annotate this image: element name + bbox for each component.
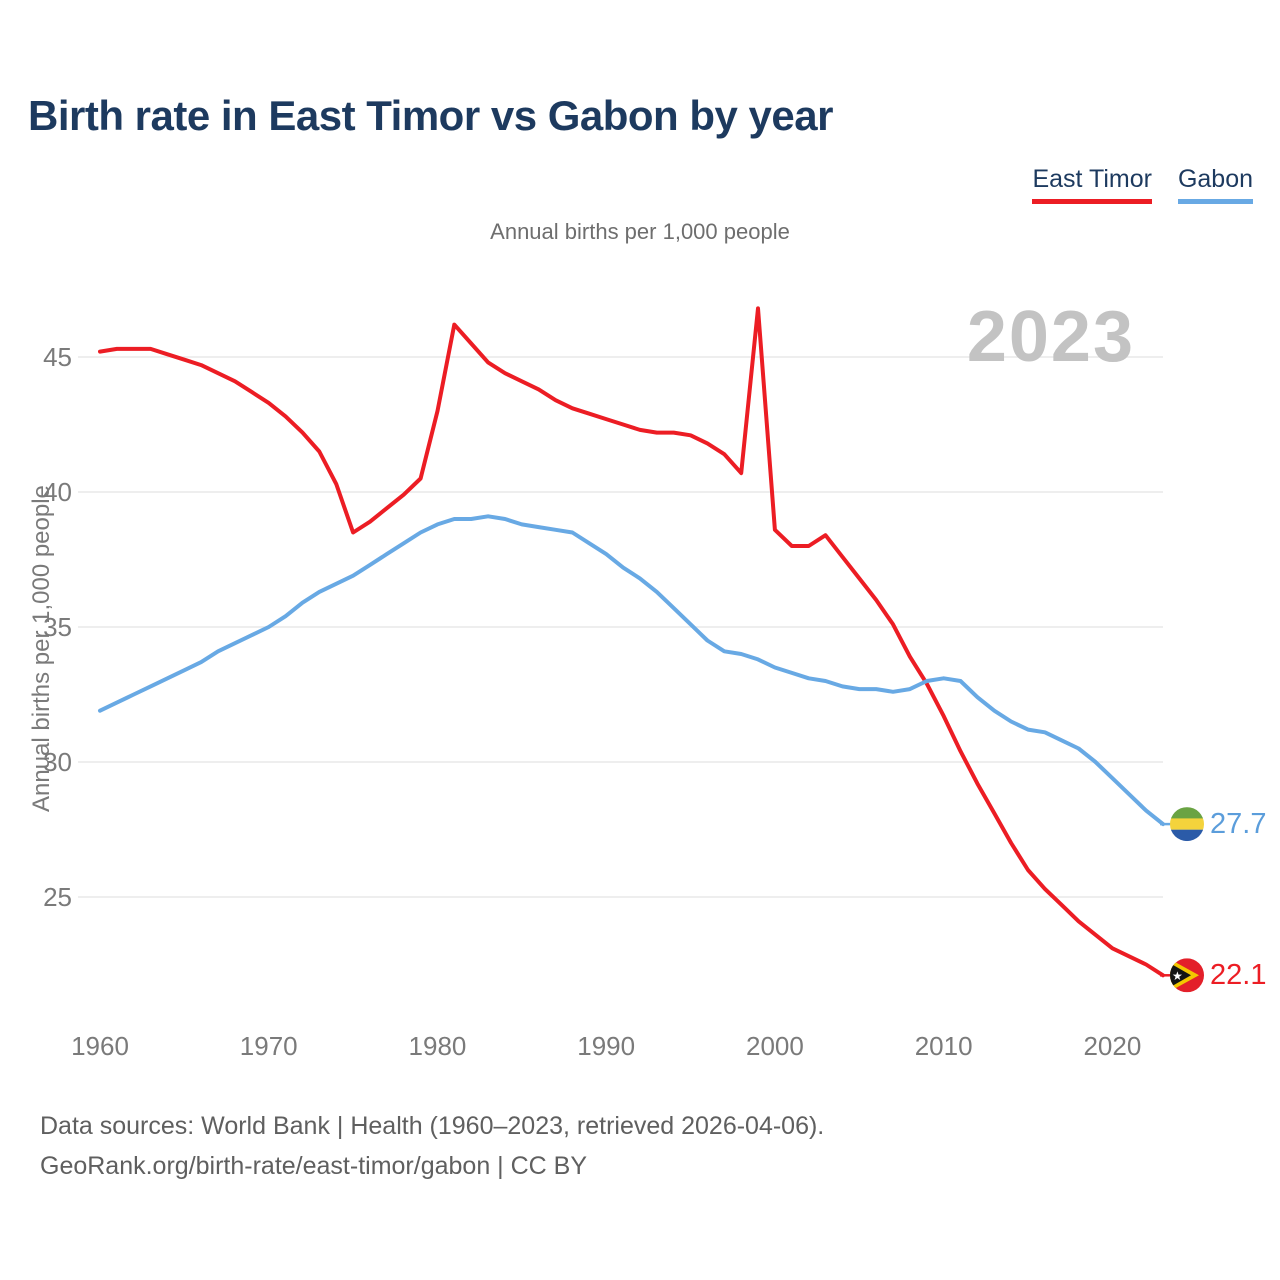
x-tick-label: 2000 <box>746 1031 804 1061</box>
y-axis-title: Annual births per 1,000 people <box>28 485 55 812</box>
x-tick-label: 1990 <box>577 1031 635 1061</box>
year-watermark: 2023 <box>966 297 1135 377</box>
x-tick-label: 1970 <box>240 1031 298 1061</box>
y-tick-label: 35 <box>43 612 72 642</box>
footer: Data sources: World Bank | Health (1960–… <box>40 1106 824 1186</box>
gabon-line <box>98 514 1165 827</box>
y-tick-label: 30 <box>43 747 72 777</box>
east-timor-line <box>98 306 1165 978</box>
svg-text:★: ★ <box>1172 969 1183 983</box>
chart-subtitle: Annual births per 1,000 people <box>490 219 790 244</box>
legend-item-east-timor[interactable]: East Timor <box>1032 165 1152 204</box>
end-value-east-timor: 22.1 <box>1210 959 1267 991</box>
legend-item-gabon[interactable]: Gabon <box>1177 165 1253 204</box>
attribution-line: GeoRank.org/birth-rate/east-timor/gabon … <box>40 1152 588 1180</box>
data-sources-line: Data sources: World Bank | Health (1960–… <box>40 1112 825 1140</box>
x-tick-label: 1980 <box>409 1031 467 1061</box>
x-tick-label: 1960 <box>71 1031 129 1061</box>
east-timor-flag-icon: ★ <box>1170 958 1204 993</box>
legend: East Timor Gabon <box>1032 165 1253 204</box>
x-tick-label: 2020 <box>1083 1031 1141 1061</box>
end-value-gabon: 27.7 <box>1210 808 1267 840</box>
y-tick-label: 25 <box>43 882 72 912</box>
y-tick-label: 40 <box>43 477 72 507</box>
page-title: Birth rate in East Timor vs Gabon by yea… <box>28 92 833 139</box>
y-tick-label: 45 <box>43 342 72 372</box>
x-tick-label: 2010 <box>915 1031 973 1061</box>
gabon-flag-icon <box>1170 807 1204 842</box>
